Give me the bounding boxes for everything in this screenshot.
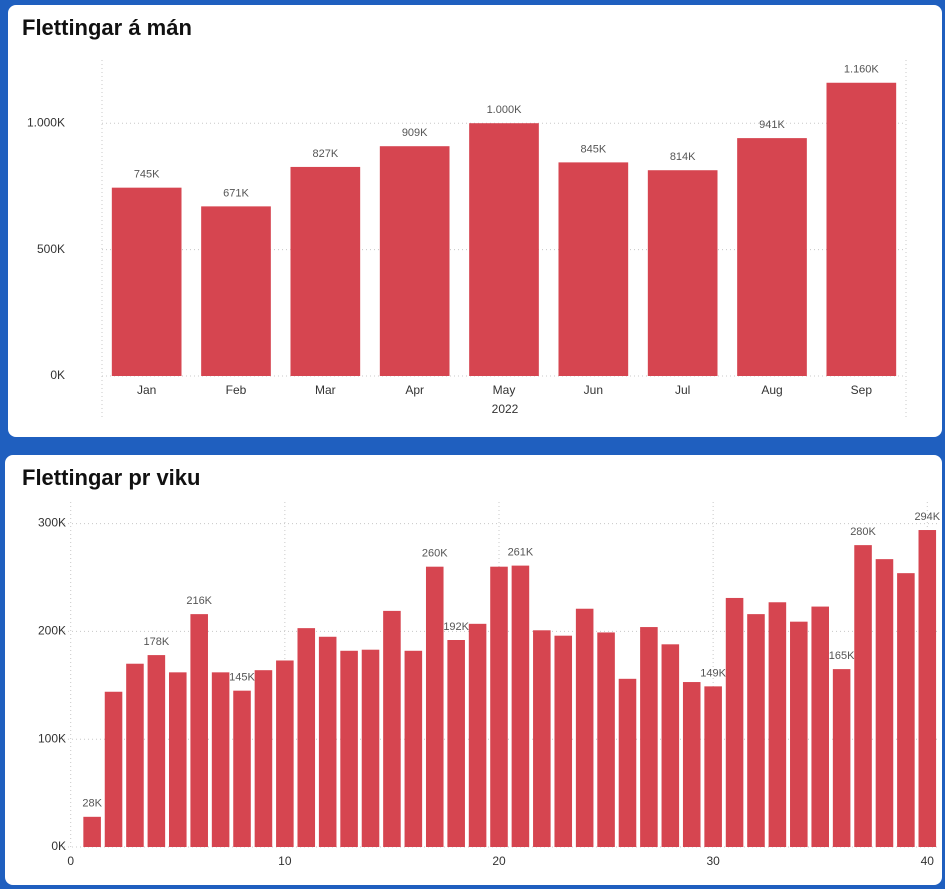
- x-tick-label: Mar: [315, 383, 336, 397]
- x-tick-label: Aug: [761, 383, 782, 397]
- bar: [361, 649, 380, 847]
- bar: [190, 614, 208, 847]
- bar: [875, 559, 894, 847]
- bar: [340, 650, 358, 847]
- value-label: 280K: [850, 526, 876, 538]
- bar: [383, 610, 401, 847]
- bar: [737, 138, 807, 376]
- y-tick-label: 0K: [51, 839, 66, 853]
- bar: [83, 816, 101, 847]
- value-label: 261K: [508, 547, 534, 559]
- bar: [918, 530, 937, 847]
- bar: [647, 170, 718, 376]
- x-tick-label: 10: [278, 854, 292, 868]
- bar: [661, 644, 680, 847]
- y-tick-label: 100K: [38, 731, 66, 745]
- bar: [318, 636, 337, 847]
- bar: [558, 162, 629, 376]
- bar: [575, 608, 594, 847]
- x-tick-label: 40: [921, 854, 935, 868]
- bar: [618, 678, 637, 847]
- value-label: 260K: [422, 548, 448, 560]
- bar: [297, 628, 316, 847]
- value-label: 178K: [144, 636, 170, 648]
- bar: [640, 627, 658, 847]
- bar: [447, 640, 465, 847]
- bar: [233, 690, 251, 847]
- x-tick-label: Apr: [405, 383, 424, 397]
- y-tick-label: 200K: [38, 624, 66, 638]
- chart-title: Flettingar á mán: [22, 15, 192, 40]
- bar: [290, 166, 361, 376]
- bar: [554, 635, 573, 847]
- value-label: 827K: [312, 148, 338, 160]
- x-tick-label: Jan: [137, 383, 156, 397]
- value-label: 165K: [829, 650, 855, 662]
- bar: [379, 146, 450, 376]
- bar: [533, 630, 551, 847]
- chart-title: Flettingar pr viku: [22, 465, 200, 490]
- bar: [211, 672, 230, 847]
- bar: [254, 670, 273, 847]
- x-axis-label: 2022: [492, 402, 519, 416]
- bar: [768, 602, 787, 847]
- bar: [826, 82, 897, 376]
- value-label: 192K: [443, 621, 469, 633]
- value-label: 145K: [229, 672, 255, 684]
- bar: [682, 682, 701, 847]
- value-label: 814K: [670, 151, 696, 163]
- bar: [111, 187, 182, 376]
- bar: [725, 597, 744, 847]
- bar: [468, 623, 487, 847]
- bar: [201, 206, 271, 376]
- bar: [854, 545, 872, 847]
- value-label: 1.160K: [844, 64, 880, 76]
- bar: [276, 660, 294, 847]
- bar: [747, 614, 765, 847]
- bar: [404, 650, 423, 847]
- bar: [511, 565, 530, 847]
- x-tick-label: May: [493, 383, 516, 397]
- bar: [490, 566, 508, 847]
- value-label: 909K: [402, 127, 428, 139]
- value-label: 294K: [914, 511, 940, 523]
- bar: [704, 686, 722, 847]
- value-label: 216K: [186, 595, 212, 607]
- x-tick-label: Jul: [675, 383, 690, 397]
- bar: [425, 566, 444, 847]
- bar: [897, 573, 915, 847]
- x-tick-label: 30: [706, 854, 720, 868]
- bar: [169, 672, 187, 847]
- bar: [147, 655, 166, 847]
- value-label: 671K: [223, 187, 249, 199]
- value-label: 28K: [82, 798, 102, 810]
- x-tick-label: Jun: [584, 383, 603, 397]
- bar: [104, 691, 123, 847]
- y-tick-label: 500K: [37, 242, 65, 256]
- value-label: 845K: [580, 143, 606, 155]
- value-label: 745K: [134, 169, 160, 181]
- x-tick-label: Feb: [226, 383, 247, 397]
- y-tick-label: 0K: [50, 368, 65, 382]
- bar: [126, 663, 144, 847]
- value-label: 941K: [759, 119, 785, 131]
- bar: [832, 669, 851, 847]
- bar: [597, 632, 615, 847]
- x-tick-label: Sep: [851, 383, 873, 397]
- value-label: 149K: [700, 667, 726, 679]
- bar: [790, 621, 808, 847]
- value-label: 1.000K: [487, 104, 523, 116]
- y-tick-label: 1.000K: [27, 115, 65, 129]
- x-tick-label: 0: [67, 854, 74, 868]
- bar: [469, 123, 539, 376]
- x-tick-label: 20: [492, 854, 506, 868]
- y-tick-label: 300K: [38, 516, 66, 530]
- bar: [811, 606, 829, 847]
